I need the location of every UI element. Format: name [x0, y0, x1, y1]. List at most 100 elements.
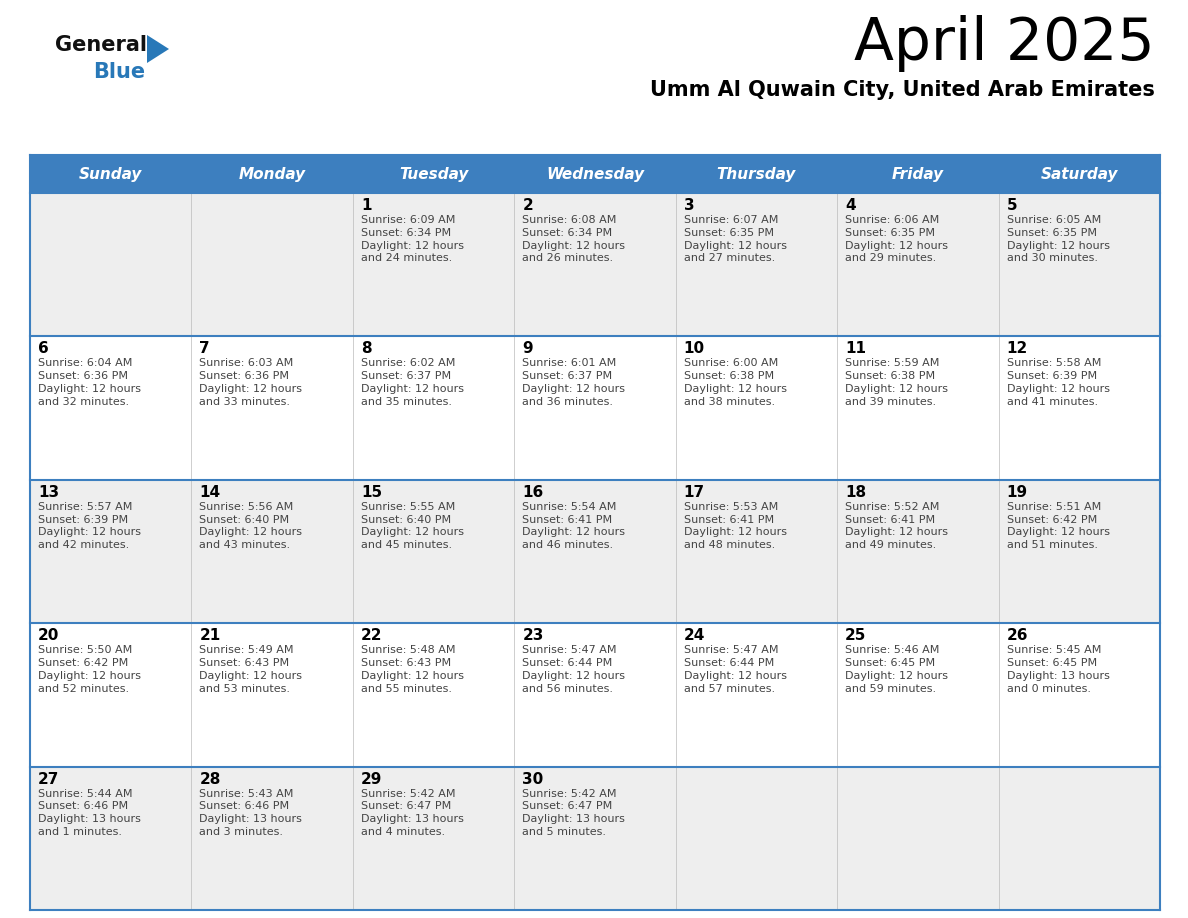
- Bar: [191, 623, 353, 767]
- Text: 29: 29: [361, 772, 383, 787]
- Text: Sunrise: 6:08 AM
Sunset: 6:34 PM
Daylight: 12 hours
and 26 minutes.: Sunrise: 6:08 AM Sunset: 6:34 PM Dayligh…: [523, 215, 625, 263]
- Text: 30: 30: [523, 772, 544, 787]
- Text: 6: 6: [38, 341, 49, 356]
- Text: Sunrise: 6:04 AM
Sunset: 6:36 PM
Daylight: 12 hours
and 32 minutes.: Sunrise: 6:04 AM Sunset: 6:36 PM Dayligh…: [38, 358, 141, 407]
- Text: 26: 26: [1006, 628, 1028, 644]
- Bar: [676, 193, 838, 336]
- Bar: [30, 336, 191, 480]
- Text: Sunrise: 6:00 AM
Sunset: 6:38 PM
Daylight: 12 hours
and 38 minutes.: Sunrise: 6:00 AM Sunset: 6:38 PM Dayligh…: [684, 358, 786, 407]
- Bar: [514, 480, 676, 623]
- Bar: [999, 155, 1159, 193]
- Text: 28: 28: [200, 772, 221, 787]
- Text: Sunrise: 5:52 AM
Sunset: 6:41 PM
Daylight: 12 hours
and 49 minutes.: Sunrise: 5:52 AM Sunset: 6:41 PM Dayligh…: [845, 502, 948, 550]
- Text: Thursday: Thursday: [716, 166, 796, 182]
- Text: 16: 16: [523, 485, 544, 499]
- Bar: [838, 480, 999, 623]
- Bar: [676, 623, 838, 767]
- Text: Sunrise: 5:47 AM
Sunset: 6:44 PM
Daylight: 12 hours
and 56 minutes.: Sunrise: 5:47 AM Sunset: 6:44 PM Dayligh…: [523, 645, 625, 694]
- Bar: [838, 767, 999, 910]
- Text: Sunrise: 6:09 AM
Sunset: 6:34 PM
Daylight: 12 hours
and 24 minutes.: Sunrise: 6:09 AM Sunset: 6:34 PM Dayligh…: [361, 215, 463, 263]
- Text: General: General: [55, 35, 147, 55]
- Bar: [838, 193, 999, 336]
- Text: Sunrise: 5:47 AM
Sunset: 6:44 PM
Daylight: 12 hours
and 57 minutes.: Sunrise: 5:47 AM Sunset: 6:44 PM Dayligh…: [684, 645, 786, 694]
- Bar: [30, 480, 191, 623]
- Text: 27: 27: [38, 772, 59, 787]
- Bar: [30, 193, 191, 336]
- Text: Sunrise: 5:42 AM
Sunset: 6:47 PM
Daylight: 13 hours
and 5 minutes.: Sunrise: 5:42 AM Sunset: 6:47 PM Dayligh…: [523, 789, 625, 837]
- Text: 5: 5: [1006, 198, 1017, 213]
- Bar: [514, 193, 676, 336]
- Bar: [191, 336, 353, 480]
- Text: Monday: Monday: [239, 166, 305, 182]
- Text: Tuesday: Tuesday: [399, 166, 468, 182]
- Text: Sunrise: 6:02 AM
Sunset: 6:37 PM
Daylight: 12 hours
and 35 minutes.: Sunrise: 6:02 AM Sunset: 6:37 PM Dayligh…: [361, 358, 463, 407]
- Text: 15: 15: [361, 485, 383, 499]
- Text: Sunrise: 5:55 AM
Sunset: 6:40 PM
Daylight: 12 hours
and 45 minutes.: Sunrise: 5:55 AM Sunset: 6:40 PM Dayligh…: [361, 502, 463, 550]
- Bar: [353, 155, 514, 193]
- Text: 22: 22: [361, 628, 383, 644]
- Bar: [191, 193, 353, 336]
- Text: Sunrise: 5:43 AM
Sunset: 6:46 PM
Daylight: 13 hours
and 3 minutes.: Sunrise: 5:43 AM Sunset: 6:46 PM Dayligh…: [200, 789, 302, 837]
- Bar: [999, 767, 1159, 910]
- Text: Wednesday: Wednesday: [546, 166, 644, 182]
- Text: 12: 12: [1006, 341, 1028, 356]
- Text: 18: 18: [845, 485, 866, 499]
- Text: April 2025: April 2025: [854, 15, 1155, 72]
- Bar: [999, 623, 1159, 767]
- Bar: [999, 480, 1159, 623]
- Bar: [191, 480, 353, 623]
- Text: Sunrise: 5:49 AM
Sunset: 6:43 PM
Daylight: 12 hours
and 53 minutes.: Sunrise: 5:49 AM Sunset: 6:43 PM Dayligh…: [200, 645, 303, 694]
- Bar: [999, 193, 1159, 336]
- Text: Sunrise: 6:06 AM
Sunset: 6:35 PM
Daylight: 12 hours
and 29 minutes.: Sunrise: 6:06 AM Sunset: 6:35 PM Dayligh…: [845, 215, 948, 263]
- Text: 3: 3: [684, 198, 694, 213]
- Text: Sunrise: 5:59 AM
Sunset: 6:38 PM
Daylight: 12 hours
and 39 minutes.: Sunrise: 5:59 AM Sunset: 6:38 PM Dayligh…: [845, 358, 948, 407]
- Text: 25: 25: [845, 628, 866, 644]
- Bar: [30, 155, 191, 193]
- Text: Umm Al Quwain City, United Arab Emirates: Umm Al Quwain City, United Arab Emirates: [650, 80, 1155, 100]
- Bar: [838, 623, 999, 767]
- Text: Sunrise: 5:42 AM
Sunset: 6:47 PM
Daylight: 13 hours
and 4 minutes.: Sunrise: 5:42 AM Sunset: 6:47 PM Dayligh…: [361, 789, 463, 837]
- Text: 7: 7: [200, 341, 210, 356]
- Text: Friday: Friday: [892, 166, 944, 182]
- Text: 9: 9: [523, 341, 533, 356]
- Text: 1: 1: [361, 198, 372, 213]
- Text: Sunday: Sunday: [80, 166, 143, 182]
- Text: Sunrise: 5:53 AM
Sunset: 6:41 PM
Daylight: 12 hours
and 48 minutes.: Sunrise: 5:53 AM Sunset: 6:41 PM Dayligh…: [684, 502, 786, 550]
- Text: Sunrise: 5:48 AM
Sunset: 6:43 PM
Daylight: 12 hours
and 55 minutes.: Sunrise: 5:48 AM Sunset: 6:43 PM Dayligh…: [361, 645, 463, 694]
- Bar: [676, 767, 838, 910]
- Text: Saturday: Saturday: [1041, 166, 1118, 182]
- Bar: [676, 155, 838, 193]
- Bar: [514, 336, 676, 480]
- Text: 19: 19: [1006, 485, 1028, 499]
- Text: Sunrise: 6:05 AM
Sunset: 6:35 PM
Daylight: 12 hours
and 30 minutes.: Sunrise: 6:05 AM Sunset: 6:35 PM Dayligh…: [1006, 215, 1110, 263]
- Bar: [514, 767, 676, 910]
- Bar: [676, 336, 838, 480]
- Bar: [999, 336, 1159, 480]
- Text: 2: 2: [523, 198, 533, 213]
- Text: Sunrise: 5:45 AM
Sunset: 6:45 PM
Daylight: 13 hours
and 0 minutes.: Sunrise: 5:45 AM Sunset: 6:45 PM Dayligh…: [1006, 645, 1110, 694]
- Bar: [353, 767, 514, 910]
- Text: 10: 10: [684, 341, 704, 356]
- Text: Sunrise: 5:50 AM
Sunset: 6:42 PM
Daylight: 12 hours
and 52 minutes.: Sunrise: 5:50 AM Sunset: 6:42 PM Dayligh…: [38, 645, 141, 694]
- Text: 8: 8: [361, 341, 372, 356]
- Bar: [353, 623, 514, 767]
- Bar: [353, 193, 514, 336]
- Bar: [30, 767, 191, 910]
- Bar: [838, 155, 999, 193]
- Bar: [676, 480, 838, 623]
- Text: 11: 11: [845, 341, 866, 356]
- Text: 24: 24: [684, 628, 706, 644]
- Text: Sunrise: 5:46 AM
Sunset: 6:45 PM
Daylight: 12 hours
and 59 minutes.: Sunrise: 5:46 AM Sunset: 6:45 PM Dayligh…: [845, 645, 948, 694]
- Bar: [514, 623, 676, 767]
- Text: Sunrise: 5:54 AM
Sunset: 6:41 PM
Daylight: 12 hours
and 46 minutes.: Sunrise: 5:54 AM Sunset: 6:41 PM Dayligh…: [523, 502, 625, 550]
- Bar: [191, 155, 353, 193]
- Bar: [30, 623, 191, 767]
- Bar: [191, 767, 353, 910]
- Bar: [838, 336, 999, 480]
- Text: 23: 23: [523, 628, 544, 644]
- Text: Sunrise: 5:56 AM
Sunset: 6:40 PM
Daylight: 12 hours
and 43 minutes.: Sunrise: 5:56 AM Sunset: 6:40 PM Dayligh…: [200, 502, 303, 550]
- Text: Sunrise: 6:03 AM
Sunset: 6:36 PM
Daylight: 12 hours
and 33 minutes.: Sunrise: 6:03 AM Sunset: 6:36 PM Dayligh…: [200, 358, 303, 407]
- Text: Sunrise: 5:44 AM
Sunset: 6:46 PM
Daylight: 13 hours
and 1 minutes.: Sunrise: 5:44 AM Sunset: 6:46 PM Dayligh…: [38, 789, 141, 837]
- Text: 20: 20: [38, 628, 59, 644]
- Text: Sunrise: 6:01 AM
Sunset: 6:37 PM
Daylight: 12 hours
and 36 minutes.: Sunrise: 6:01 AM Sunset: 6:37 PM Dayligh…: [523, 358, 625, 407]
